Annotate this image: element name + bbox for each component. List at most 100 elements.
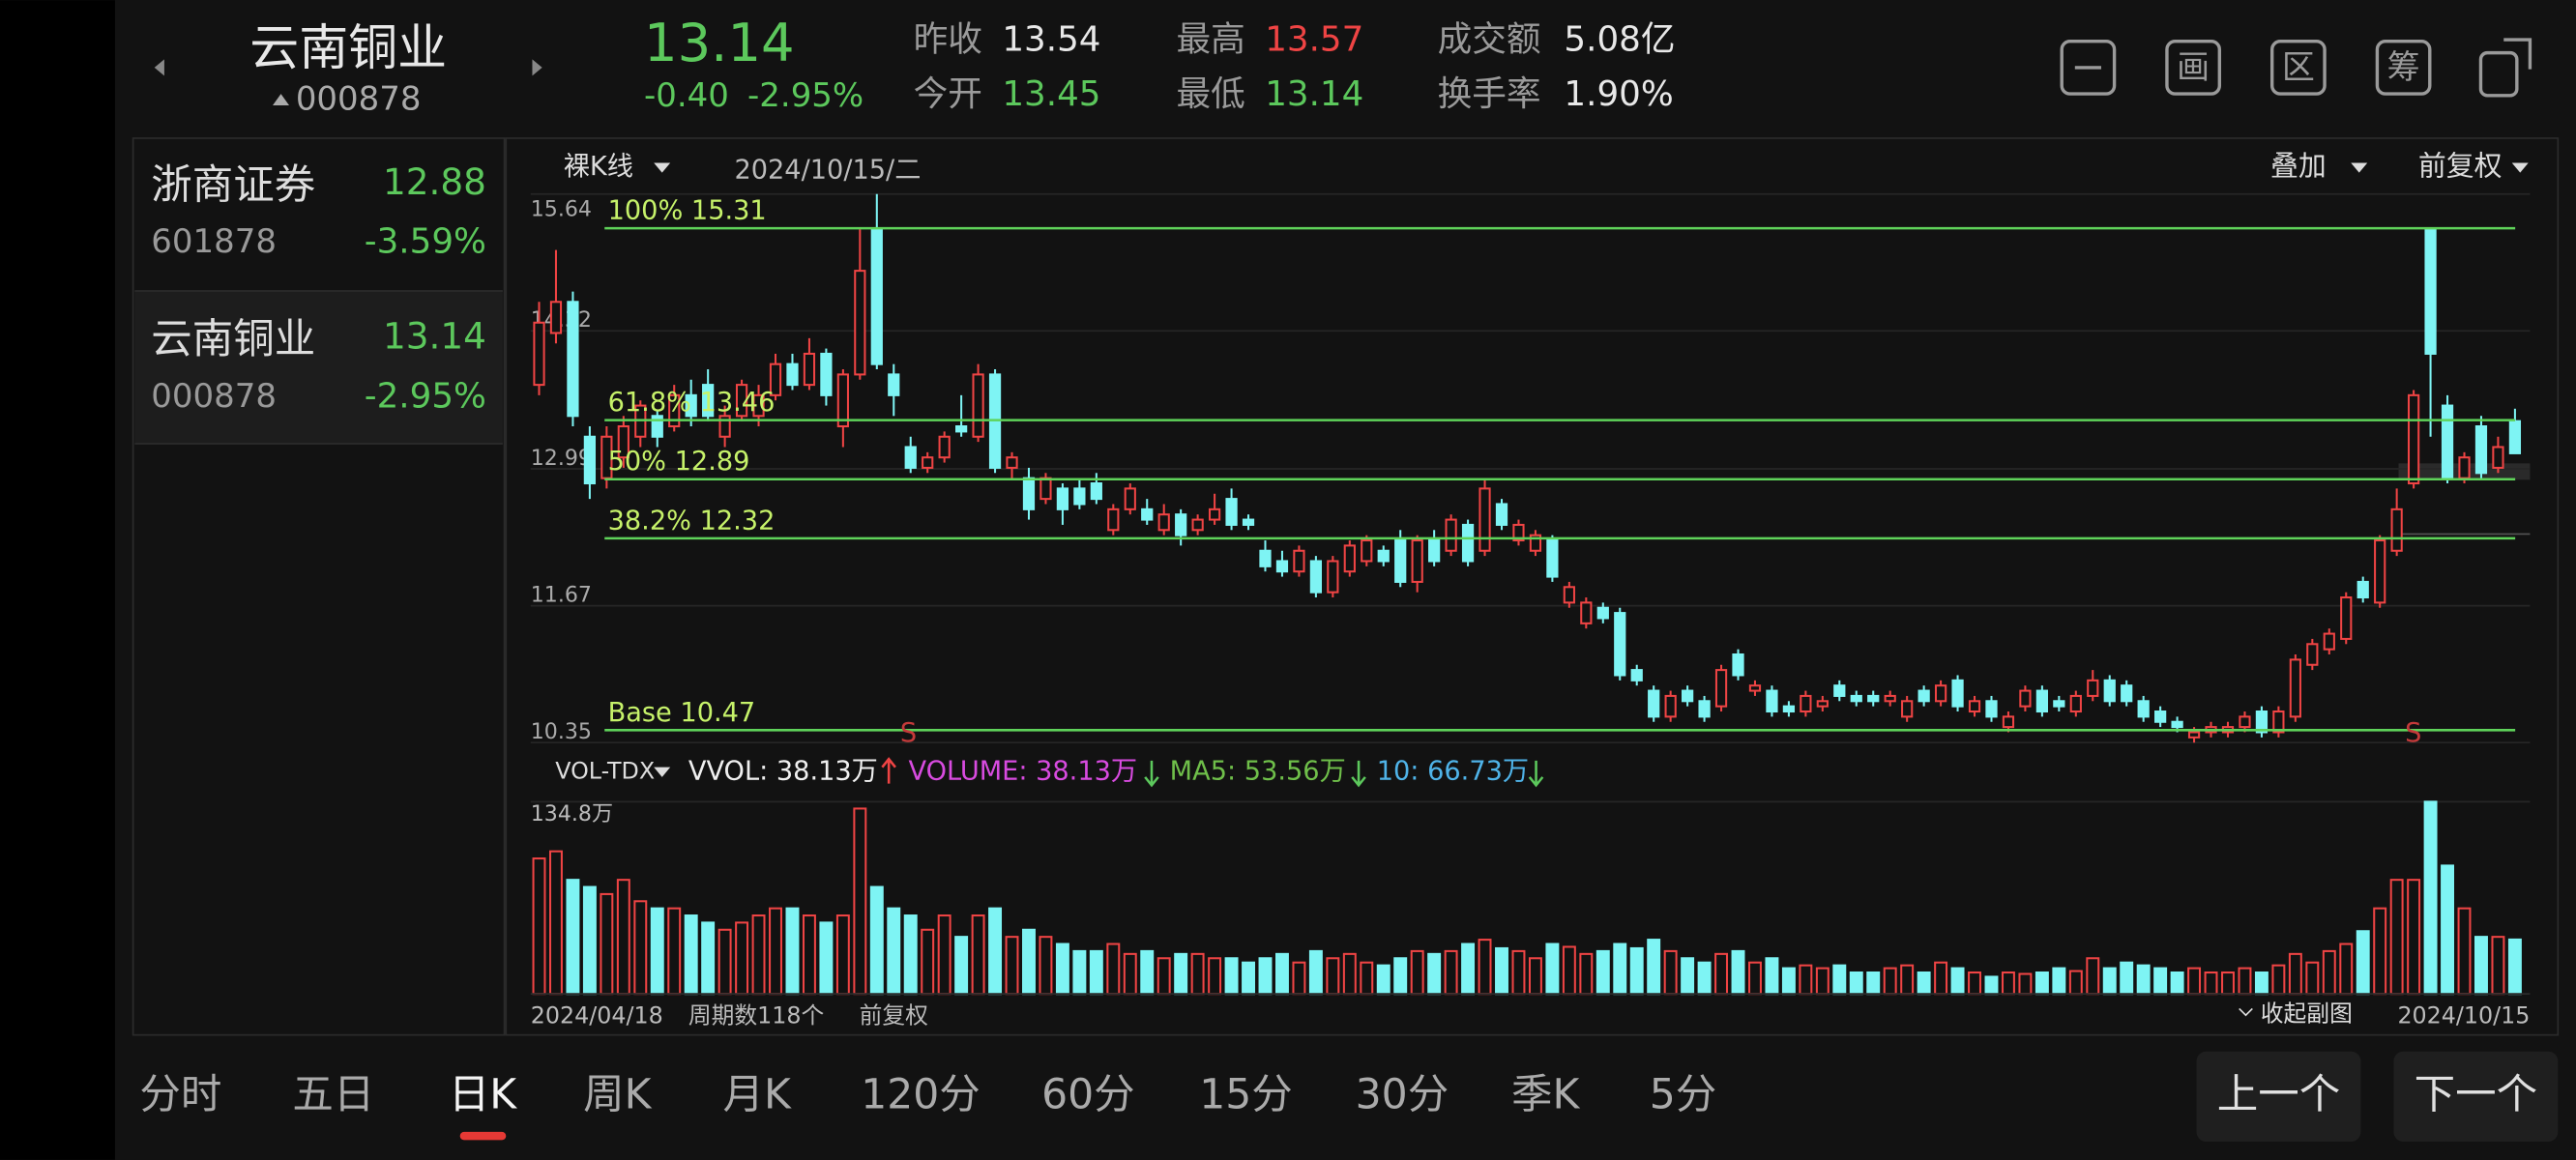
candle-body bbox=[2103, 679, 2116, 703]
y-tick-label: 10.35 bbox=[531, 720, 592, 744]
collapse-icon bbox=[2239, 1007, 2253, 1017]
period-tab[interactable]: 30分 bbox=[1356, 1072, 1449, 1119]
candle-body bbox=[685, 393, 697, 418]
volume-bar bbox=[717, 928, 732, 996]
candle-body bbox=[2272, 710, 2285, 734]
candle-body bbox=[1596, 606, 1609, 620]
candle-body bbox=[1682, 689, 1694, 703]
volume-bar bbox=[869, 885, 884, 996]
adjust[interactable]: 前复权 bbox=[2418, 150, 2503, 183]
candle-body bbox=[2255, 710, 2269, 734]
candle-body bbox=[1073, 487, 1086, 506]
candle-body bbox=[1748, 684, 1762, 692]
candle-body bbox=[1259, 549, 1272, 567]
signal-marker: S bbox=[900, 718, 917, 748]
period-tab[interactable]: 分时 bbox=[139, 1072, 221, 1119]
candle-body bbox=[735, 384, 748, 418]
period-tab[interactable]: 60分 bbox=[1041, 1072, 1135, 1119]
next-button-label: 下一个 bbox=[2415, 1072, 2537, 1119]
volume-bar bbox=[2170, 972, 2184, 996]
overlay[interactable]: 叠加 bbox=[2270, 150, 2327, 183]
dropdown-icon bbox=[2511, 162, 2529, 173]
candle-body bbox=[803, 352, 816, 387]
candle-body bbox=[1275, 560, 1289, 573]
volume-bar bbox=[2238, 967, 2252, 996]
candle-body bbox=[1225, 498, 1238, 526]
chips-icon[interactable] bbox=[2375, 40, 2432, 96]
signal-marker: S bbox=[2405, 718, 2421, 748]
candle-body bbox=[668, 393, 681, 428]
candle-body bbox=[1884, 694, 1896, 703]
volume-bar bbox=[1934, 961, 1948, 996]
candle-body bbox=[583, 435, 597, 485]
volume-bar bbox=[1242, 961, 1255, 996]
period-tab[interactable]: 月K bbox=[723, 1072, 792, 1119]
candle-body bbox=[1090, 482, 1102, 501]
candle-body bbox=[2356, 580, 2369, 599]
chart-date: 2024/10/15/二 bbox=[734, 155, 921, 185]
fib-label: 61.8% 13.46 bbox=[608, 388, 776, 418]
candle-body bbox=[1664, 694, 1677, 718]
candle-body bbox=[2187, 731, 2201, 739]
volume-bar bbox=[802, 914, 816, 996]
candle-body bbox=[820, 352, 833, 396]
draw-icon[interactable] bbox=[2165, 40, 2222, 96]
volume-bar bbox=[1156, 957, 1171, 996]
watch-code: 000878 bbox=[151, 377, 277, 416]
end-date: 2024/10/15 bbox=[2397, 1001, 2530, 1029]
period-tab[interactable]: 五日 bbox=[292, 1072, 374, 1119]
candle-body bbox=[1242, 518, 1255, 526]
volume-bar bbox=[667, 907, 682, 996]
next-button[interactable] bbox=[2393, 1051, 2559, 1143]
volume-bar bbox=[1258, 957, 1273, 996]
volume-bar bbox=[2034, 972, 2049, 996]
period-tab[interactable]: 周K bbox=[583, 1072, 652, 1119]
period-tab[interactable]: 5分 bbox=[1650, 1072, 1716, 1119]
indicator-name[interactable]: VOL-TDX bbox=[555, 757, 655, 784]
stat-label: 成交额 bbox=[1438, 20, 1541, 60]
candle-body bbox=[1614, 612, 1626, 677]
period-tab[interactable]: 季K bbox=[1511, 1072, 1580, 1119]
prev-button[interactable] bbox=[2196, 1051, 2361, 1143]
volume-bar bbox=[582, 885, 597, 996]
chart-mode[interactable]: 裸K线 bbox=[564, 152, 633, 182]
volume-bar bbox=[2221, 972, 2235, 996]
volume-bar bbox=[1511, 949, 1526, 996]
candle-body bbox=[1343, 544, 1356, 573]
volume-bar bbox=[1444, 949, 1458, 996]
candle-body bbox=[1327, 560, 1339, 594]
candle-body bbox=[1107, 508, 1120, 532]
fib-label: 38.2% 12.32 bbox=[608, 506, 776, 536]
next-stock-arrow[interactable] bbox=[532, 59, 542, 76]
candle-body bbox=[1968, 700, 1981, 713]
change-pct: -2.95% bbox=[747, 76, 864, 115]
candle-body bbox=[854, 270, 866, 376]
minus-icon[interactable] bbox=[2060, 40, 2117, 96]
watch-row[interactable]: 浙商证券 12.88 601878 -3.59% bbox=[151, 160, 486, 262]
candle-body bbox=[2306, 643, 2319, 666]
volume-bar bbox=[1595, 949, 1610, 996]
volume-bar bbox=[2457, 907, 2472, 996]
collapse[interactable]: 收起副图 bbox=[2261, 1000, 2353, 1028]
icon-label: 画 bbox=[2177, 48, 2210, 87]
volume-bar bbox=[1427, 952, 1442, 996]
candle-body bbox=[1934, 684, 1947, 703]
candle-body bbox=[1512, 523, 1525, 542]
range-icon[interactable] bbox=[2269, 40, 2327, 96]
candle-body bbox=[1124, 487, 1136, 510]
volume-bar bbox=[684, 914, 698, 996]
period-tab[interactable]: 120分 bbox=[861, 1072, 981, 1119]
period-tab[interactable]: 日K bbox=[449, 1072, 517, 1119]
candle-body bbox=[1445, 518, 1457, 552]
candle-body bbox=[2019, 689, 2032, 708]
candle-body bbox=[549, 301, 563, 334]
candle-body bbox=[1022, 477, 1036, 510]
watch-row[interactable]: 云南铜业 13.14 000878 -2.95% bbox=[151, 315, 486, 417]
volume-bar bbox=[633, 900, 648, 996]
candle-body bbox=[2474, 425, 2488, 475]
rotate-icon[interactable] bbox=[2478, 50, 2519, 98]
prev-stock-arrow[interactable] bbox=[154, 59, 164, 76]
period-tab[interactable]: 15分 bbox=[1199, 1072, 1293, 1119]
candle-body bbox=[2508, 420, 2522, 454]
candle-body bbox=[1917, 689, 1930, 703]
